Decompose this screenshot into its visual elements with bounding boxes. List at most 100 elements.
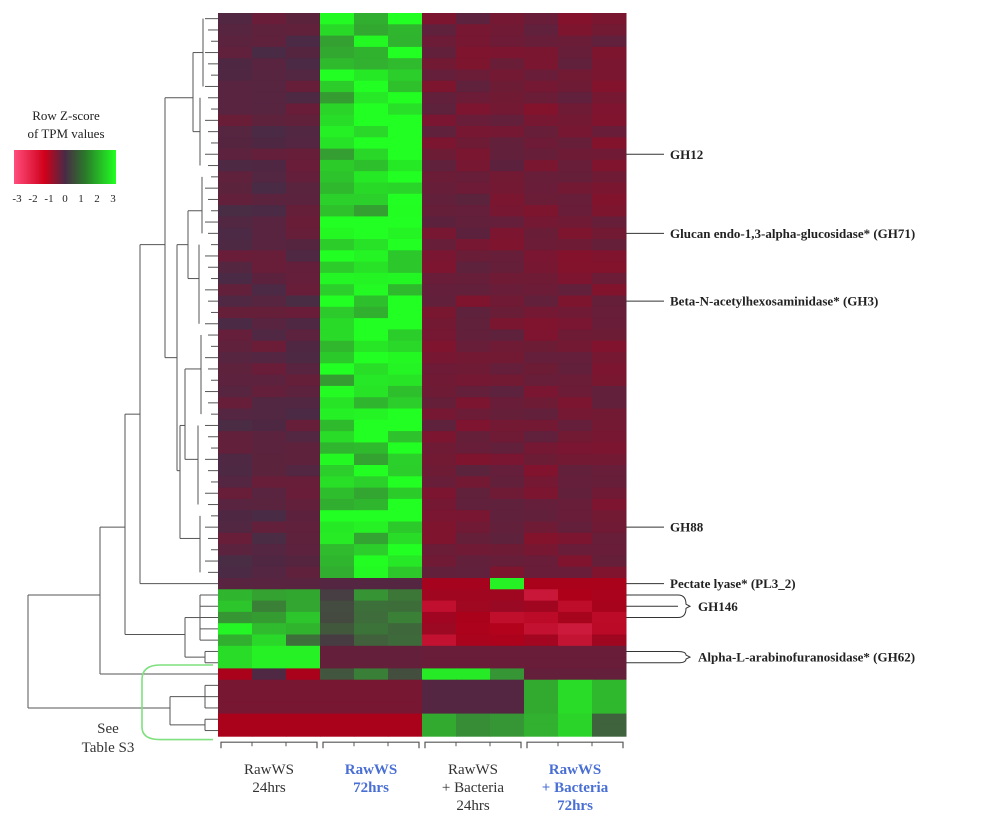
heatmap-cell [388,645,423,658]
heatmap-cell [354,442,389,455]
heatmap-cell [388,465,423,477]
heatmap-cell [490,408,525,421]
heatmap-cell [320,431,355,443]
heatmap-cell [320,126,355,138]
heatmap-cell [558,13,593,25]
heatmap-cell [252,284,287,296]
heatmap-cell [286,600,321,613]
heatmap-cell [558,702,593,715]
heatmap-cell [218,555,253,568]
heatmap-cell [354,645,389,658]
heatmap-cell [354,453,389,466]
heatmap-cell [456,532,491,545]
heatmap-cell [252,318,287,330]
heatmap-cell [388,329,423,342]
heatmap-cell [524,691,559,703]
heatmap-cell [354,205,389,217]
heatmap-cell [524,272,559,285]
heatmap-cell [388,58,423,70]
heatmap-cell [524,555,559,568]
heatmap-cell [218,431,253,443]
heatmap-cell [252,126,287,138]
heatmap-cell [524,419,559,432]
legend-tick-label: 3 [110,193,116,205]
heatmap-cell [422,148,457,161]
heatmap-cell [388,340,423,353]
heatmap-cell [592,623,627,635]
heatmap-cell [252,295,287,308]
heatmap-cell [422,227,457,240]
heatmap-cell [422,182,457,195]
heatmap-cell [490,487,525,500]
heatmap-cell [422,668,457,681]
heatmap-cell [592,713,627,726]
heatmap-cell [286,227,321,240]
heatmap-cell [218,408,253,421]
heatmap-cell [286,171,321,183]
heatmap-cell [592,284,627,296]
side-note: See Table S3 [82,721,135,756]
column-label: 72hrs [353,780,389,796]
heatmap-cell [286,35,321,48]
heatmap-cell [456,205,491,217]
heatmap-cell [286,555,321,568]
heatmap-cell [592,159,627,172]
heatmap-cell [524,600,559,613]
heatmap-cell [422,13,457,25]
heatmap-cell [592,239,627,251]
heatmap-cell [592,46,627,59]
heatmap-cell [422,159,457,172]
legend-title-line2: of TPM values [27,126,104,141]
heatmap-cell [388,24,423,37]
heatmap-cell [422,532,457,545]
heatmap-cell [558,114,593,127]
heatmap-cell [218,589,253,602]
heatmap-cell [388,668,423,681]
heatmap-cell [456,702,491,715]
heatmap-cell [422,374,457,387]
heatmap-cell [286,611,321,624]
heatmap-cell [490,521,525,534]
heatmap-cell [422,306,457,319]
annotation-label: Alpha-L-arabinofuranosidase* (GH62) [698,650,915,665]
side-note-line1: See [97,721,119,737]
heatmap-cell [422,419,457,432]
heatmap-cell [524,239,559,251]
heatmap-cell [422,510,457,522]
heatmap-cell [456,193,491,206]
heatmap-cell [456,634,491,647]
heatmap-cell [320,510,355,522]
heatmap-cell [524,408,559,421]
heatmap-cell [388,510,423,522]
heatmap-cell [252,589,287,602]
heatmap-cell [524,397,559,409]
heatmap-cell [354,691,389,703]
heatmap-cell [252,578,287,590]
heatmap-cell [592,544,627,556]
heatmap-cell [286,250,321,263]
heatmap-cell [490,679,525,692]
heatmap-cell [286,645,321,658]
heatmap-cell [252,24,287,37]
heatmap-cell [558,284,593,296]
heatmap-cell [354,46,389,59]
heatmap-cell [388,611,423,624]
heatmap-cell [252,171,287,183]
heatmap-cell [558,182,593,195]
heatmap-cell [286,13,321,25]
heatmap-cell [456,679,491,692]
heatmap-cell [218,352,253,364]
heatmap-cell [524,103,559,116]
heatmap-cell [252,702,287,715]
heatmap-cell [524,657,559,669]
heatmap-cell [524,295,559,308]
heatmap-cell [456,589,491,602]
heatmap-cell [320,453,355,466]
heatmap-cell [218,80,253,93]
heatmap-cell [388,261,423,274]
heatmap-cell [354,216,389,229]
heatmap-cell [490,148,525,161]
heatmap-cell [286,182,321,195]
heatmap-cell [592,465,627,477]
heatmap-cell [558,600,593,613]
